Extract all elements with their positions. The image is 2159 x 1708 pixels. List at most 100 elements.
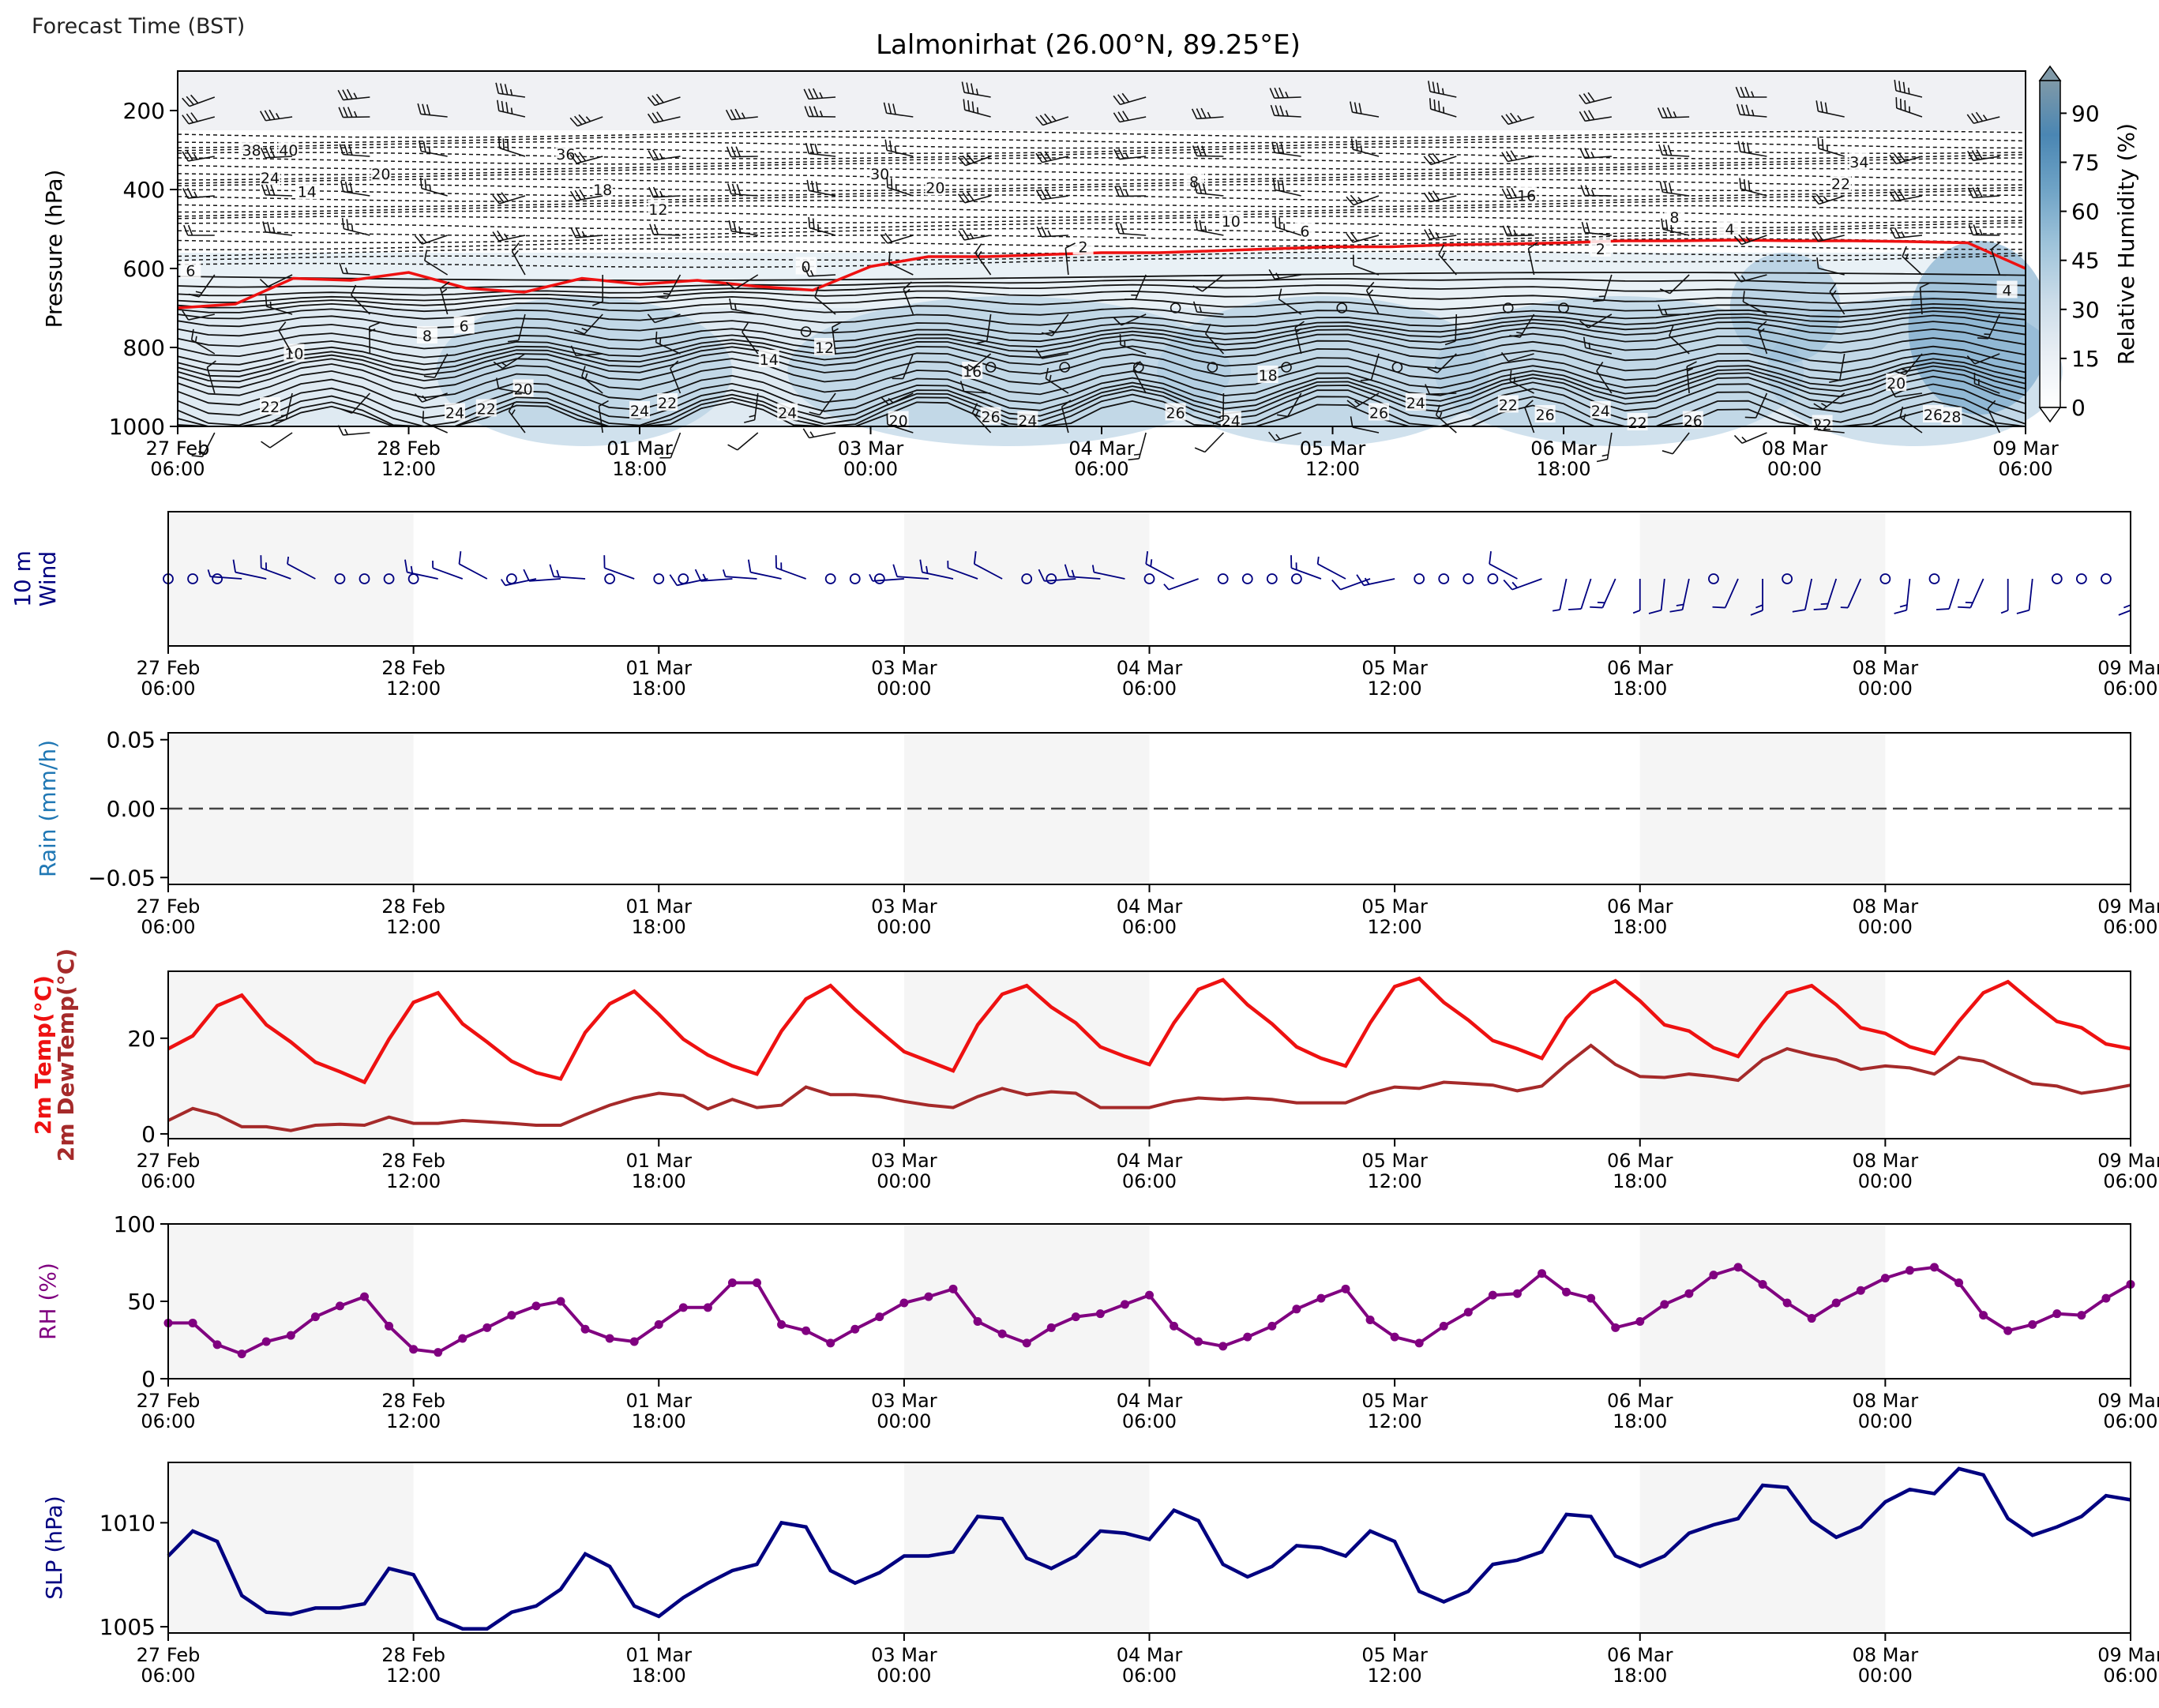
upper-wind-barb-flag <box>497 230 504 241</box>
slp-line <box>167 1466 2131 1631</box>
contour-label-bg <box>278 141 299 158</box>
contour-label-bg <box>1072 237 1094 255</box>
rh-point <box>1758 1279 1767 1289</box>
upper-wind-barb-flag <box>1500 351 1509 362</box>
calm-wind-marker <box>1391 362 1403 373</box>
upper-wind-barb <box>351 392 370 414</box>
upper-wind-barb-flag <box>648 186 655 198</box>
contour-label-bg <box>777 403 798 421</box>
upper-wind-barb-flag <box>1272 178 1276 190</box>
upper-wind-barb-flag <box>338 107 344 118</box>
upper-wind-barb-flag <box>1425 384 1431 395</box>
negative-isotherm <box>177 146 2026 154</box>
rh-point <box>1071 1312 1080 1322</box>
wind10-barb <box>1317 563 1346 580</box>
temp-x-tick-label: 12:00 <box>386 1170 441 1192</box>
contour-label-bg <box>475 399 497 417</box>
upper-wind-barb-flag <box>269 147 276 158</box>
upper-wind-barb-flag <box>1894 190 1901 201</box>
rh-point <box>1341 1284 1350 1293</box>
upper-wind-barb-flag <box>1279 217 1281 229</box>
rh-x-tick-label: 12:00 <box>386 1410 441 1432</box>
upper-wind-barb-flag <box>1285 92 1289 98</box>
colorbar-tick-label: 75 <box>2071 150 2100 176</box>
rain-night-shade <box>903 733 1150 884</box>
upper-wind-barb-flag <box>1428 154 1436 164</box>
negative-isotherm <box>177 178 2026 186</box>
upper-wind-barb-flag <box>341 408 352 415</box>
upper-wind-barb-flag <box>492 194 501 205</box>
contour-label-bg <box>1220 212 1241 229</box>
contour-label-bg <box>1719 220 1740 237</box>
wind10-calm-marker <box>359 573 370 584</box>
upper-wind-barb-flag <box>1588 110 1595 120</box>
rh-x-tick-label: 00:00 <box>1858 1410 1913 1432</box>
colorbar-tick-label: 15 <box>2071 346 2100 372</box>
wind10-calm-marker <box>505 573 517 584</box>
wind10-calm-marker <box>1266 573 1278 584</box>
upper-wind-barb-flag <box>1125 152 1129 159</box>
upper-wind-barb <box>742 332 759 355</box>
slp-x-tick-label: 03 Mar <box>871 1644 937 1666</box>
contour-label-bg <box>1923 405 1943 422</box>
upper-wind-barb-flag <box>1820 101 1823 113</box>
upper-wind-barb-flag <box>651 112 659 122</box>
upper-wind-barb-flag <box>574 152 582 163</box>
rh-night-shade <box>168 1224 414 1379</box>
wind10-x-tick-label: 06:00 <box>1122 678 1177 700</box>
rh-axis-label: RH (%) <box>35 1263 61 1340</box>
contour-label-bg <box>814 338 835 355</box>
upper-wind-barb-flag <box>344 267 348 274</box>
wind10-barb-flag <box>1091 565 1095 572</box>
wind10-barb <box>1489 563 1518 580</box>
rh-point <box>1979 1311 1988 1320</box>
upper-wind-barb-flag <box>1438 244 1445 255</box>
contour-label-bg <box>453 316 475 334</box>
upper-wind-barb-flag <box>1814 419 1819 430</box>
wind10-calm-marker <box>1928 573 1940 584</box>
contour-label-bg <box>1849 152 1870 170</box>
upper-wind-barb-flag <box>888 103 892 114</box>
contour-label: 20 <box>513 381 532 399</box>
upper-wind-barb-flag <box>1740 104 1746 115</box>
slp-y-tick-label: 1005 <box>100 1614 156 1640</box>
upper-wind-barb-flag <box>1585 185 1590 196</box>
contour-label: 24 <box>445 405 464 422</box>
upper-wind-barb-flag <box>1350 194 1359 205</box>
rh-point <box>335 1301 344 1311</box>
upper-wind-barb-flag <box>804 106 809 117</box>
contour-label: 22 <box>1499 397 1518 415</box>
upper-wind-barb-flag <box>495 82 500 94</box>
slp-x-tick-label: 04 Mar <box>1117 1644 1183 1666</box>
wind10-barb-flag <box>2016 609 2029 614</box>
slp-night-shade <box>903 1462 1150 1633</box>
contour-label-bg <box>980 407 1001 425</box>
rain-x-tick-label: 18:00 <box>1613 916 1667 938</box>
negative-isotherm <box>177 254 2026 268</box>
upper-wind-barb-flag <box>738 226 742 233</box>
upper-wind-barb-flag <box>1365 281 1375 291</box>
freezing-level-line <box>177 238 2026 310</box>
wind10-calm-marker <box>1046 573 1057 584</box>
upper-wind-barb-flag <box>1661 450 1673 455</box>
upper-wind-barb-flag <box>649 223 655 235</box>
wind10-barb-flag <box>1755 604 1763 609</box>
upper-wind-barb-flag <box>1061 400 1072 407</box>
upper-wind-barb-flag <box>1196 108 1203 119</box>
rh-point <box>1512 1289 1522 1298</box>
upper-wind-barb-flag <box>971 403 978 414</box>
upper-wind-barb-flag <box>1506 188 1513 199</box>
dewpoint-line <box>167 1043 2131 1132</box>
contour-label: 20 <box>371 166 390 183</box>
upper-wind-barb-flag <box>422 103 426 115</box>
upper-wind-barb-flag <box>1889 154 1897 164</box>
wind10-calm-marker <box>383 573 395 584</box>
upper-wind-barb <box>1352 426 1380 434</box>
contour-label-bg <box>1682 411 1703 429</box>
upper-wind-barb-flag <box>426 104 431 115</box>
upper-wind-barb-flag <box>1115 223 1121 234</box>
contour-label-bg <box>795 257 817 275</box>
upper-wind-barb-flag <box>659 338 662 345</box>
upper-wind-barb-flag <box>1194 447 1206 453</box>
